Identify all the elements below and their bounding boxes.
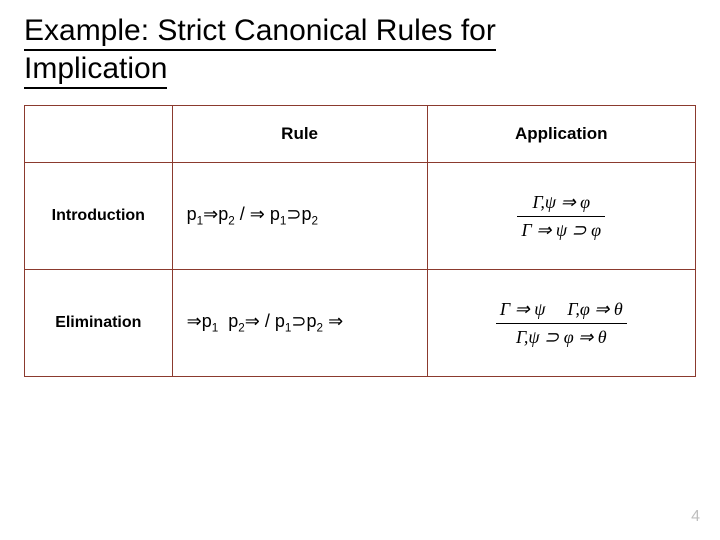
title-line-1: Example: Strict Canonical Rules for <box>24 14 496 51</box>
slide-title: Example: Strict Canonical Rules for Impl… <box>24 12 696 87</box>
sequent-fraction: Γ,ψ ⇒ φ Γ ⇒ ψ ⊃ φ <box>517 191 605 241</box>
page-number: 4 <box>691 508 700 526</box>
header-blank <box>25 106 173 163</box>
application-elimination: Γ ⇒ ψΓ,φ ⇒ θ Γ,ψ ⊃ φ ⇒ θ <box>427 270 695 377</box>
title-line-2: Implication <box>24 52 167 89</box>
table-header-row: Rule Application <box>25 106 696 163</box>
header-rule: Rule <box>172 106 427 163</box>
sequent-fraction: Γ ⇒ ψΓ,φ ⇒ θ Γ,ψ ⊃ φ ⇒ θ <box>496 298 627 348</box>
rules-table: Rule Application Introduction p1⇒p2 / ⇒ … <box>24 105 696 377</box>
slide: Example: Strict Canonical Rules for Impl… <box>0 0 720 540</box>
table-row: Introduction p1⇒p2 / ⇒ p1⊃p2 Γ,ψ ⇒ φ Γ ⇒… <box>25 163 696 270</box>
table-row: Elimination ⇒p1 p2⇒ / p1⊃p2 ⇒ Γ ⇒ ψΓ,φ ⇒… <box>25 270 696 377</box>
rule-introduction: p1⇒p2 / ⇒ p1⊃p2 <box>172 163 427 270</box>
row-label-introduction: Introduction <box>25 163 173 270</box>
row-label-elimination: Elimination <box>25 270 173 377</box>
header-application: Application <box>427 106 695 163</box>
rule-elimination: ⇒p1 p2⇒ / p1⊃p2 ⇒ <box>172 270 427 377</box>
application-introduction: Γ,ψ ⇒ φ Γ ⇒ ψ ⊃ φ <box>427 163 695 270</box>
